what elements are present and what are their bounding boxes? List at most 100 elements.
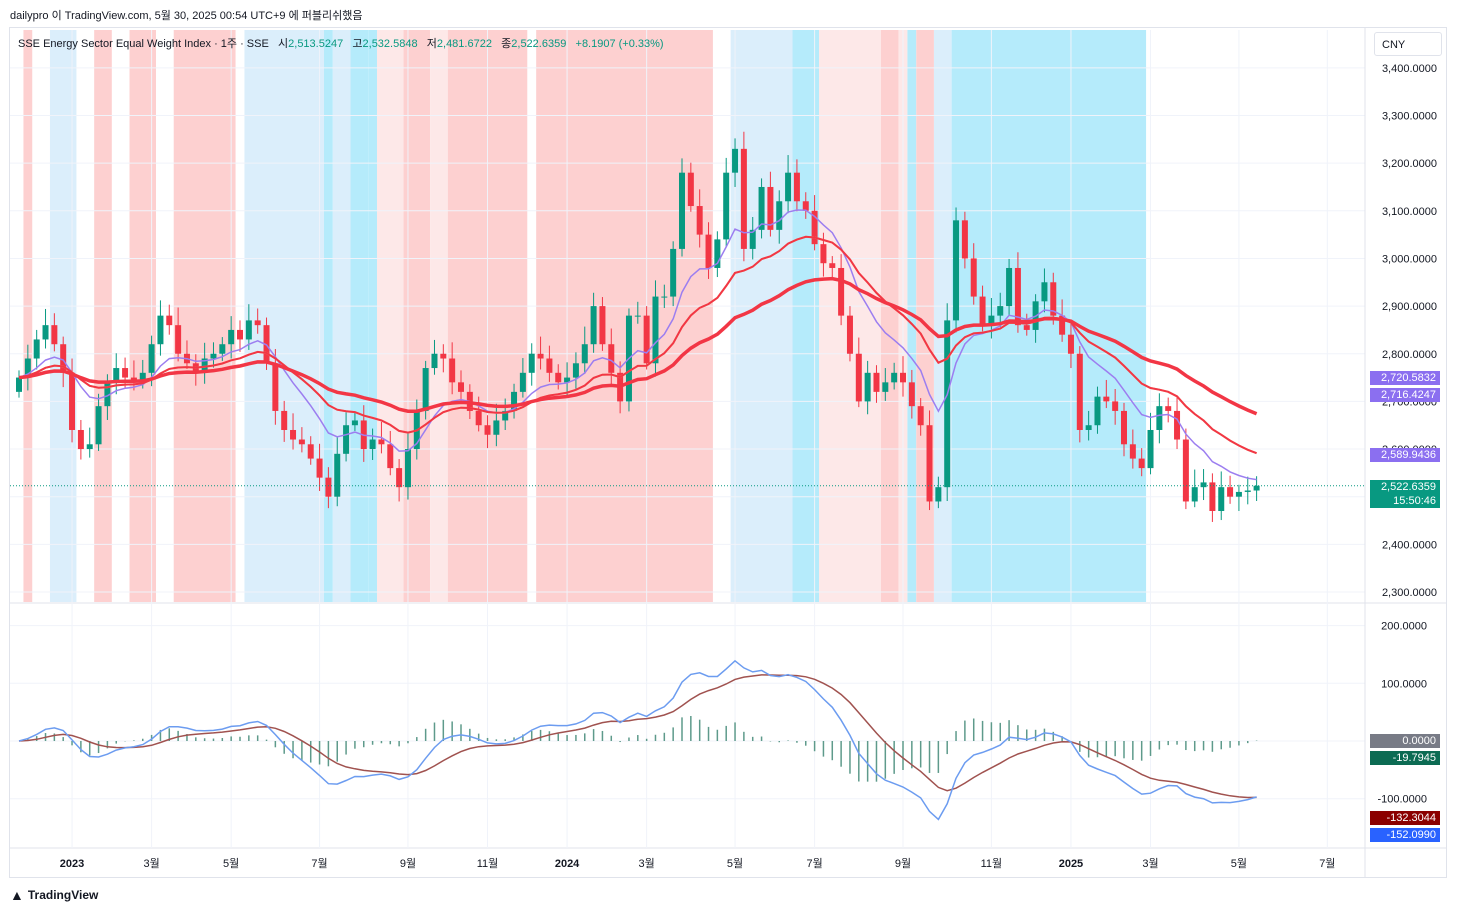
candle-body	[599, 306, 606, 345]
time-axis-label: 7월	[311, 857, 327, 870]
candle-body	[873, 372, 880, 392]
regime-band	[368, 30, 377, 602]
candle-body	[732, 148, 739, 173]
tradingview-brand[interactable]: ▲ TradingView	[10, 887, 98, 903]
time-axis-label: 5월	[727, 857, 743, 870]
tradingview-logo-icon: ▲	[10, 887, 24, 903]
regime-band	[94, 30, 112, 602]
candle-body	[864, 372, 871, 402]
symbol-name: SSE Energy Sector Equal Weight Index · 1…	[18, 38, 269, 50]
candle-body	[1253, 485, 1260, 491]
candle-body	[1103, 396, 1110, 402]
candle-body	[1209, 482, 1216, 511]
signal-tag: -132.3044	[1370, 811, 1440, 825]
candle-body	[776, 201, 783, 230]
open-value: 2,513.5247	[288, 38, 344, 50]
candle-body	[661, 296, 668, 298]
candle-body	[1085, 425, 1092, 430]
candle-body	[369, 439, 376, 450]
macd-zero-tag: 0.0000	[1370, 734, 1440, 748]
candle-body	[882, 382, 889, 392]
candle-body	[77, 429, 84, 450]
candle-body	[758, 186, 765, 230]
macd-axis-label: 200.0000	[1381, 621, 1427, 633]
price-axis-label: 3,000.0000	[1382, 253, 1437, 265]
candle-body	[926, 425, 933, 502]
candle-body	[1129, 444, 1136, 459]
publish-header: dailypro 이 TradingView.com, 5월 30, 2025 …	[10, 10, 363, 22]
regime-band	[536, 30, 713, 602]
price-axis-label: 3,300.0000	[1382, 111, 1437, 123]
candle-body	[1174, 410, 1181, 440]
candle-body	[1227, 487, 1234, 497]
chart-frame[interactable]	[9, 27, 1447, 878]
candle-body	[555, 372, 562, 383]
price-axis-label: 2,800.0000	[1382, 349, 1437, 361]
histogram-tag: -19.7945	[1370, 751, 1440, 765]
candle-body	[281, 410, 288, 430]
candle-body	[908, 382, 915, 407]
candle-body	[316, 458, 323, 478]
candle-body	[1165, 406, 1172, 411]
candle-body	[1014, 267, 1021, 326]
macd-axis-label: -100.0000	[1377, 794, 1427, 806]
candle-body	[811, 210, 818, 245]
ema-slow-line	[18, 276, 1258, 416]
candle-body	[687, 172, 694, 207]
currency-selector[interactable]: CNY	[1374, 32, 1442, 56]
candle-body	[219, 344, 226, 354]
candle-body	[679, 172, 685, 249]
candle-body	[228, 329, 235, 345]
candle-body	[210, 353, 217, 359]
macd-tag: -152.0990	[1370, 828, 1440, 842]
candle-body	[740, 148, 747, 249]
candle-body	[1059, 315, 1066, 335]
time-axis-label: 5월	[223, 857, 239, 870]
candle-body	[422, 368, 429, 411]
tradingview-label: TradingView	[27, 888, 99, 902]
regime-band	[377, 30, 404, 602]
candle-body	[1156, 406, 1163, 430]
candle-body	[69, 372, 76, 430]
candle-body	[378, 439, 385, 445]
candle-body	[95, 406, 102, 445]
candle-body	[1006, 267, 1013, 307]
candle-body	[475, 410, 482, 426]
candle-body	[802, 201, 809, 211]
time-axis-label: 7월	[1319, 857, 1335, 870]
symbol-legend: SSE Energy Sector Equal Weight Index · 1…	[18, 38, 664, 50]
candle-body	[891, 372, 898, 383]
price-axis-label: 2,400.0000	[1382, 539, 1437, 551]
time-axis-label: 11월	[477, 857, 499, 870]
candle-body	[1023, 325, 1030, 330]
candle-body	[254, 320, 261, 326]
time-axis-label: 11월	[981, 857, 1003, 870]
candle-body	[572, 363, 579, 378]
candle-body	[564, 377, 571, 383]
candle-body	[917, 406, 924, 426]
regime-band	[324, 30, 333, 602]
candle-body	[785, 172, 792, 202]
candle-body	[175, 325, 182, 354]
change-value: +8.1907 (+0.33%)	[575, 38, 664, 50]
ema-mid-tag: 2,716.4247	[1370, 388, 1440, 402]
regime-band	[880, 30, 899, 602]
candle-body	[201, 358, 208, 373]
candle-body	[590, 306, 597, 345]
price-axis-label: 3,400.0000	[1382, 63, 1437, 75]
macd-axis-label: 100.0000	[1381, 678, 1427, 690]
candle-body	[387, 444, 394, 469]
candle-body	[1112, 401, 1119, 411]
candle-body	[493, 420, 500, 435]
time-axis-label: 9월	[895, 857, 911, 870]
macd-signal-line	[18, 674, 1257, 799]
regime-band	[173, 30, 236, 602]
last-price-tag: 2,522.6359	[1370, 480, 1440, 494]
candle-body	[749, 229, 756, 249]
price-axis-label: 3,100.0000	[1382, 206, 1437, 218]
candle-body	[1147, 429, 1154, 469]
candle-body	[157, 315, 164, 345]
candle-body	[988, 315, 995, 326]
candle-body	[60, 344, 67, 373]
